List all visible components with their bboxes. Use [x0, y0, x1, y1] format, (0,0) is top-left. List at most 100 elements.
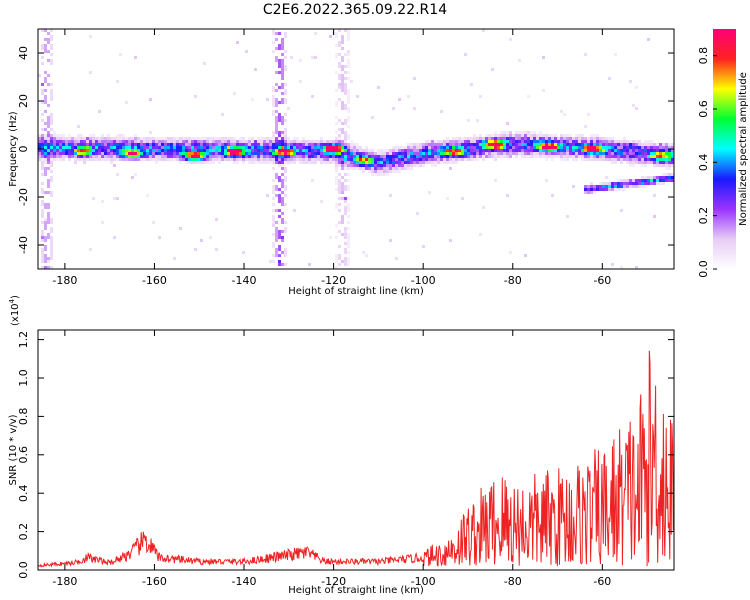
heatmap-cell [527, 131, 530, 134]
heatmap-cell [251, 158, 254, 161]
heatmap-cell [629, 140, 632, 143]
heatmap-cell [188, 149, 191, 152]
heatmap-cell [314, 146, 317, 149]
heatmap-cell [323, 152, 326, 155]
heatmap-cell [203, 149, 206, 152]
heatmap-cell [44, 203, 47, 206]
heatmap-cell [425, 152, 428, 155]
heatmap-cell [38, 143, 41, 146]
heatmap-cell [515, 149, 518, 152]
heatmap-cell [482, 29, 485, 32]
heatmap-cell [227, 158, 230, 161]
heatmap-cell [182, 158, 185, 161]
heatmap-cell [311, 161, 314, 164]
heatmap-cell [338, 245, 341, 248]
heatmap-cell [431, 164, 434, 167]
heatmap-cell [338, 161, 341, 164]
heatmap-cell [254, 161, 257, 164]
heatmap-cell [332, 161, 335, 164]
heatmap-cell [428, 152, 431, 155]
heatmap-cell [368, 167, 371, 170]
heatmap-cell [536, 155, 539, 158]
heatmap-cell [284, 98, 287, 101]
heatmap-cell [200, 158, 203, 161]
heatmap-cell [581, 134, 584, 137]
heatmap-cell [155, 140, 158, 143]
heatmap-cell [644, 158, 647, 161]
heatmap-cell [434, 155, 437, 158]
heatmap-cell [311, 95, 314, 98]
heatmap-cell [134, 173, 137, 176]
heatmap-cell [326, 152, 329, 155]
heatmap-cell [107, 146, 110, 149]
heatmap-cell [653, 152, 656, 155]
heatmap-cell [221, 158, 224, 161]
heatmap-cell [347, 251, 350, 254]
heatmap-cell [347, 98, 350, 101]
heatmap-cell [44, 140, 47, 143]
heatmap-cell [74, 158, 77, 161]
heatmap-cell [356, 164, 359, 167]
heatmap-cell [563, 155, 566, 158]
heatmap-cell [68, 137, 71, 140]
heatmap-cell [236, 41, 239, 44]
heatmap-cell [659, 149, 662, 152]
heatmap-cell [89, 35, 92, 38]
heatmap-cell [122, 155, 125, 158]
heatmap-cell [266, 143, 269, 146]
heatmap-cell [149, 98, 152, 101]
heatmap-cell [311, 155, 314, 158]
heatmap-cell [644, 161, 647, 164]
heatmap-cell [50, 89, 53, 92]
heatmap-cell [665, 155, 668, 158]
heatmap-cell [470, 149, 473, 152]
heatmap-cell [593, 185, 596, 188]
heatmap-cell [665, 173, 668, 176]
heatmap-cell [125, 155, 128, 158]
heatmap-cell [329, 140, 332, 143]
heatmap-cell [533, 155, 536, 158]
heatmap-cell [335, 170, 338, 173]
heatmap-cell [575, 143, 578, 146]
heatmap-cell [281, 71, 284, 74]
heatmap-cell [167, 155, 170, 158]
heatmap-cell [518, 149, 521, 152]
heatmap-cell [68, 134, 71, 137]
heatmap-cell [284, 254, 287, 257]
heatmap-cell [506, 140, 509, 143]
heatmap-cell [347, 239, 350, 242]
heatmap-cell [152, 140, 155, 143]
heatmap-cell [605, 176, 608, 179]
heatmap-cell [284, 161, 287, 164]
heatmap-cell [347, 236, 350, 239]
heatmap-cell [221, 137, 224, 140]
heatmap-cell [395, 146, 398, 149]
y-tick-label: 0.2 [17, 523, 30, 541]
heatmap-cell [77, 143, 80, 146]
heatmap-cell [425, 155, 428, 158]
heatmap-cell [299, 59, 302, 62]
heatmap-cell [188, 152, 191, 155]
heatmap-cell [410, 146, 413, 149]
heatmap-cell [566, 134, 569, 137]
heatmap-cell [143, 146, 146, 149]
heatmap-cell [278, 146, 281, 149]
heatmap-cell [44, 47, 47, 50]
heatmap-cell [371, 170, 374, 173]
heatmap-cell [95, 149, 98, 152]
heatmap-cell [569, 152, 572, 155]
heatmap-cell [38, 155, 41, 158]
heatmap-cell [500, 143, 503, 146]
heatmap-cell [371, 116, 374, 119]
heatmap-cell [263, 140, 266, 143]
heatmap-cell [209, 161, 212, 164]
heatmap-cell [626, 161, 629, 164]
heatmap-cell [614, 149, 617, 152]
heatmap-cell [317, 143, 320, 146]
heatmap-cell [56, 149, 59, 152]
heatmap-cell [113, 143, 116, 146]
heatmap-cell [44, 29, 47, 32]
heatmap-cell [365, 254, 368, 257]
heatmap-cell [377, 173, 380, 176]
heatmap-cell [614, 143, 617, 146]
